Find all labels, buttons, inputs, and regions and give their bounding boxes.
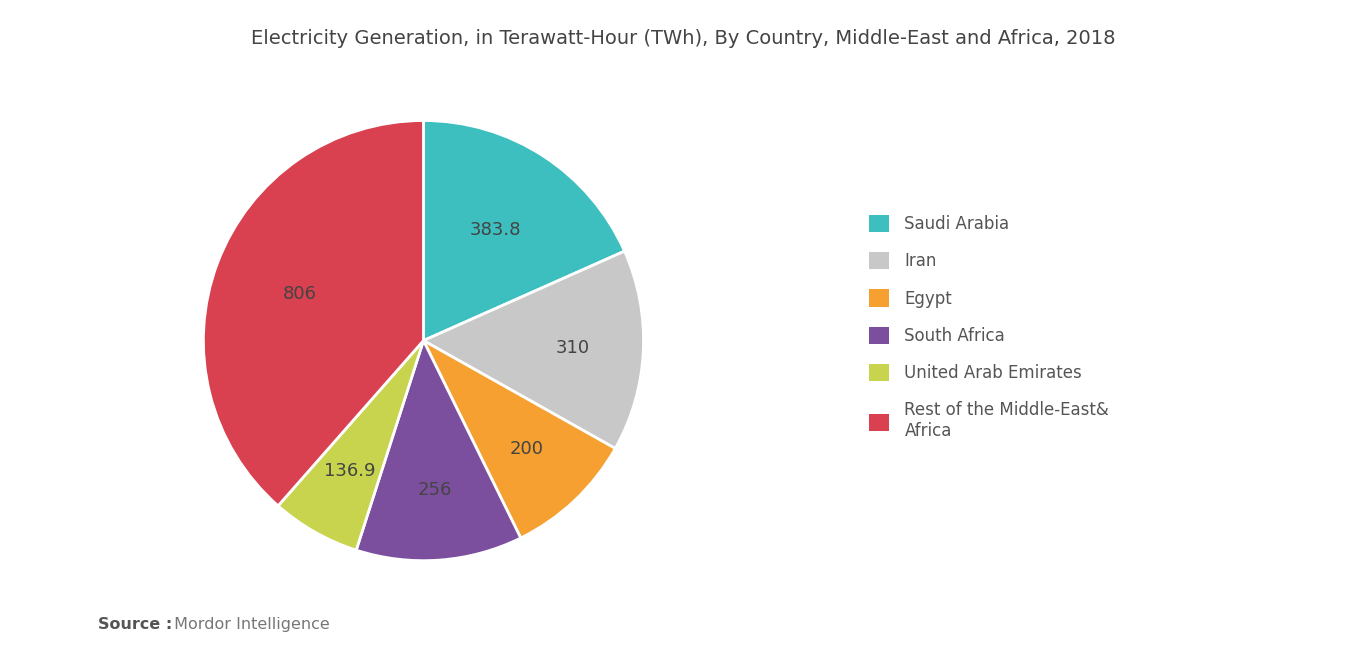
Text: 310: 310 xyxy=(556,339,590,356)
Text: 256: 256 xyxy=(417,481,452,499)
Text: Electricity Generation, in Terawatt-Hour (TWh), By Country, Middle-East and Afri: Electricity Generation, in Terawatt-Hour… xyxy=(251,29,1115,48)
Text: 806: 806 xyxy=(283,285,317,303)
Wedge shape xyxy=(423,341,615,538)
Wedge shape xyxy=(204,121,423,506)
Legend: Saudi Arabia, Iran, Egypt, South Africa, United Arab Emirates, Rest of the Middl: Saudi Arabia, Iran, Egypt, South Africa,… xyxy=(870,215,1109,440)
Text: Source :: Source : xyxy=(98,617,172,632)
Text: 136.9: 136.9 xyxy=(324,462,376,479)
Wedge shape xyxy=(357,341,520,561)
Wedge shape xyxy=(279,341,423,550)
Text: 200: 200 xyxy=(510,440,544,458)
Text: 383.8: 383.8 xyxy=(470,221,522,239)
Wedge shape xyxy=(423,251,643,449)
Text: Mordor Intelligence: Mordor Intelligence xyxy=(169,617,331,632)
Wedge shape xyxy=(423,121,624,341)
